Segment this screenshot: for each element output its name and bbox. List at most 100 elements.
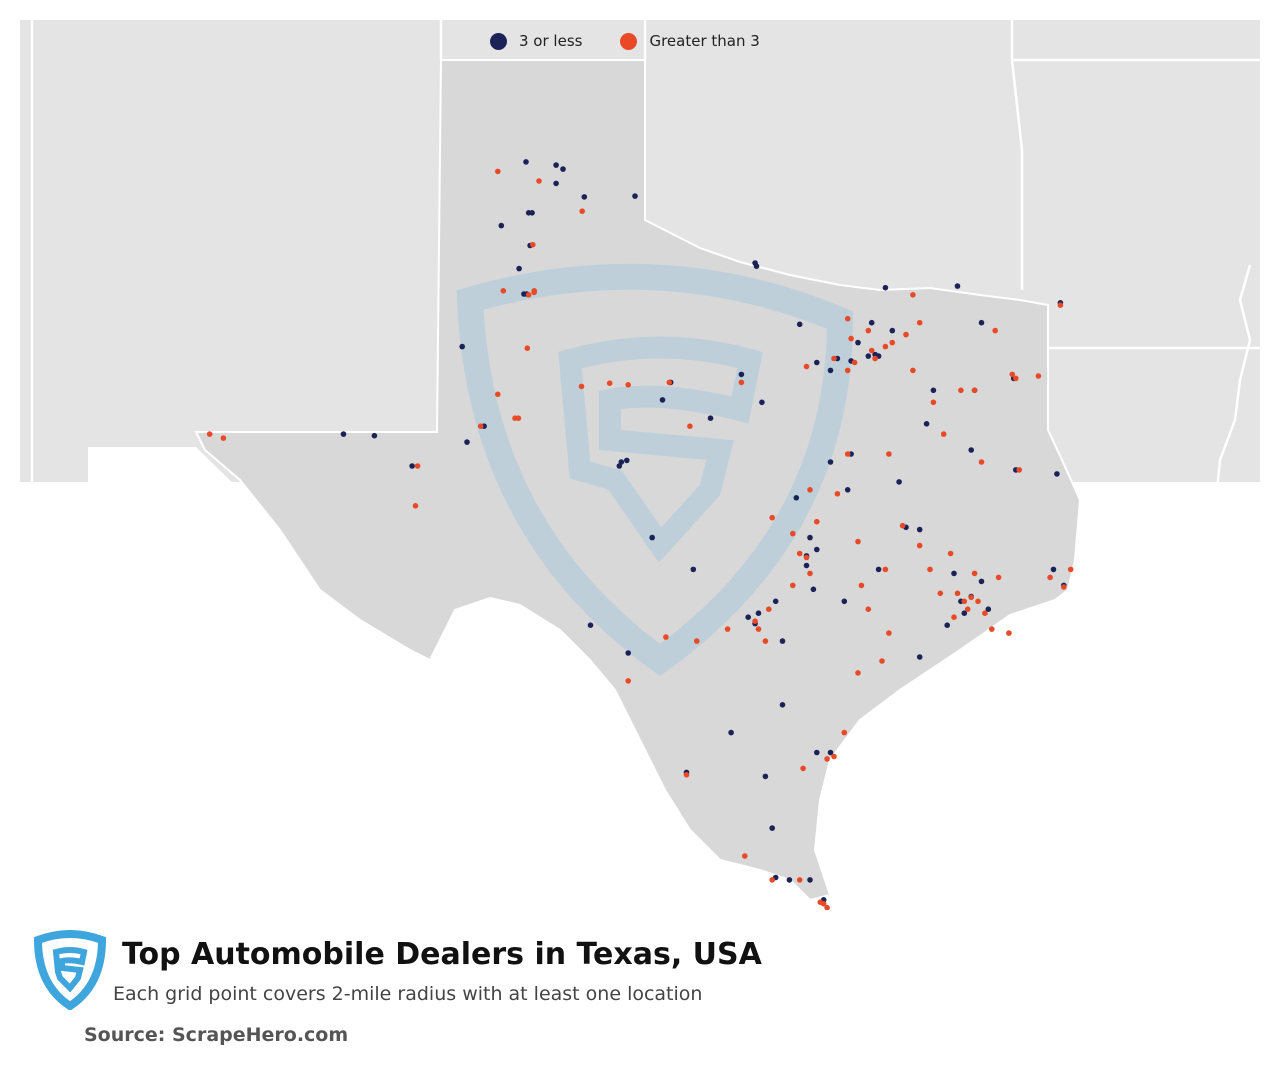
dealer-point-low-18 <box>409 463 415 469</box>
dealer-point-low-57 <box>755 610 762 616</box>
dealer-point-low-76 <box>786 877 793 883</box>
dealer-point-low-1 <box>553 162 559 168</box>
dealer-point-low-93 <box>793 495 800 501</box>
dealer-point-low-82 <box>779 702 786 708</box>
dealer-point-low-52 <box>803 562 810 569</box>
scrapehero-watermark <box>456 263 854 677</box>
dealer-point-high-18 <box>606 380 613 387</box>
texas-map <box>20 20 1260 910</box>
dealer-point-low-73 <box>827 749 834 756</box>
dealer-point-low-17 <box>340 431 347 437</box>
dealer-point-low-45 <box>1054 471 1060 477</box>
dealer-point-high-35 <box>910 367 916 374</box>
dealer-point-high-69 <box>824 904 830 910</box>
dealer-point-low-36 <box>954 283 961 289</box>
dealer-point-high-29 <box>889 339 896 346</box>
dealer-point-high-79 <box>968 594 974 601</box>
dealer-point-low-83 <box>728 729 734 736</box>
dealer-point-high-53 <box>803 554 810 561</box>
dealer-point-low-78 <box>807 877 813 883</box>
dealer-point-high-47 <box>978 459 985 465</box>
dealer-point-low-94 <box>841 598 848 605</box>
dealer-point-low-25 <box>796 321 803 328</box>
dealer-point-low-49 <box>827 459 834 465</box>
dealer-point-high-40 <box>1013 375 1019 382</box>
dealer-point-high-57 <box>752 618 758 624</box>
texas-shape <box>194 59 1082 902</box>
dealer-points-layer <box>206 159 1074 910</box>
legend-swatch-low <box>490 32 507 50</box>
dealer-point-high-87 <box>951 614 957 620</box>
dealer-point-low-68 <box>875 566 882 573</box>
dealer-point-high-6 <box>500 288 507 294</box>
dealer-point-high-102 <box>790 530 796 537</box>
dealer-point-high-81 <box>975 598 981 605</box>
dealer-point-low-64 <box>961 610 968 616</box>
dealer-point-high-59 <box>766 606 772 612</box>
dealer-point-high-71 <box>796 877 803 883</box>
dealer-point-low-66 <box>944 622 950 628</box>
dealer-point-low-3 <box>553 180 559 187</box>
dealer-point-low-2 <box>560 166 566 172</box>
dealer-point-low-58 <box>772 598 779 605</box>
dealer-point-high-98 <box>916 542 923 549</box>
dealer-point-low-0 <box>523 159 529 165</box>
dealer-point-high-61 <box>724 626 731 632</box>
dealer-point-low-6 <box>498 222 505 229</box>
dealer-point-high-89 <box>927 566 933 573</box>
dealer-point-low-87 <box>649 534 655 541</box>
dealer-point-high-51 <box>807 487 813 493</box>
legend: 3 or less Greater than 3 <box>490 32 760 50</box>
legend-label-high: Greater than 3 <box>649 32 760 50</box>
dealer-point-high-92 <box>995 574 1002 581</box>
state-borders <box>30 20 1260 512</box>
dealer-point-high-95 <box>1067 566 1074 573</box>
dealer-point-high-70 <box>769 877 775 883</box>
dealer-point-low-24 <box>752 260 758 266</box>
dealer-point-high-41 <box>1035 373 1042 379</box>
dealer-point-low-67 <box>916 654 923 660</box>
dealer-point-high-68 <box>817 899 824 905</box>
dealer-point-low-15 <box>464 439 470 445</box>
dealer-point-high-11 <box>515 415 522 422</box>
dealer-point-high-75 <box>841 729 848 736</box>
dealer-point-high-90 <box>947 550 954 557</box>
dealer-point-high-97 <box>882 566 889 573</box>
dealer-point-high-5 <box>525 292 532 298</box>
dealer-point-low-62 <box>978 578 985 585</box>
dealer-point-low-37 <box>978 319 985 326</box>
dealer-point-high-15 <box>220 435 227 441</box>
dealer-point-low-59 <box>779 638 786 644</box>
dealer-point-high-37 <box>930 399 937 406</box>
dealer-point-low-35 <box>889 327 896 334</box>
dealer-point-high-55 <box>807 570 813 577</box>
dealer-point-high-72 <box>831 753 837 760</box>
dealer-point-high-56 <box>790 582 796 589</box>
dealer-point-high-25 <box>851 359 858 366</box>
dealer-point-high-1 <box>536 178 542 184</box>
dealer-point-high-21 <box>687 423 693 430</box>
dealer-point-low-9 <box>581 194 588 200</box>
dealer-point-high-26 <box>868 347 875 354</box>
dealer-point-high-54 <box>796 550 803 557</box>
legend-swatch-high <box>620 32 638 50</box>
dealer-point-high-52 <box>814 518 820 525</box>
dealer-point-low-33 <box>827 367 834 374</box>
dealer-point-low-51 <box>807 534 813 541</box>
dealer-point-high-91 <box>971 570 978 577</box>
dealer-point-low-30 <box>865 353 872 359</box>
dealer-point-low-92 <box>814 359 820 366</box>
dealer-point-high-100 <box>855 538 861 545</box>
dealer-point-low-86 <box>587 622 594 628</box>
dealer-point-high-93 <box>1047 574 1053 581</box>
dealer-point-low-19 <box>624 457 630 464</box>
dealer-point-low-65 <box>951 570 957 577</box>
dealer-point-high-36 <box>971 387 978 394</box>
legend-item-low: 3 or less <box>490 32 582 50</box>
dealer-point-high-34 <box>844 367 851 374</box>
gulf-water-mask <box>830 600 1260 900</box>
dealer-point-high-23 <box>803 363 810 370</box>
dealer-point-low-81 <box>769 825 775 831</box>
dealer-point-low-63 <box>985 606 992 612</box>
dealer-point-high-88 <box>937 590 944 597</box>
